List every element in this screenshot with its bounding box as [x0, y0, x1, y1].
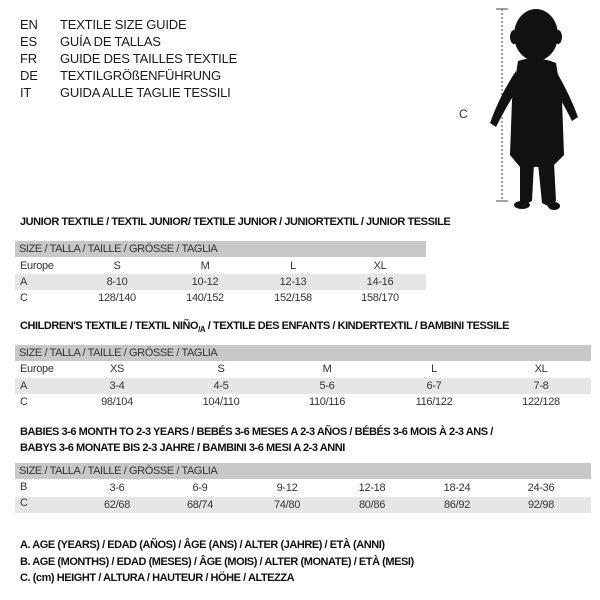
size-header: SIZE / TALLA / TAILLE / GRÖSSE / TAGLIA [15, 241, 426, 257]
cell: XL [373, 260, 387, 272]
row-label: C [20, 292, 28, 304]
cell: 6-9 [192, 482, 208, 494]
cell: 14-16 [366, 276, 394, 288]
row-label: A [20, 276, 28, 288]
cell: 74/80 [273, 499, 301, 511]
cell: L [290, 260, 296, 272]
cell: 3-4 [109, 380, 125, 392]
legend-c: C. (cm) HEIGHT / ALTURA / HAUTEUR / HÖHE… [20, 572, 295, 584]
cell: XL [534, 363, 548, 375]
legend-b: B. AGE (MONTHS) / EDAD (MESES) / ÂGE (MO… [20, 556, 414, 568]
cell: 8-10 [106, 276, 128, 288]
cell: 12-18 [358, 482, 386, 494]
row-label: B [20, 481, 28, 493]
cell: 18-24 [443, 482, 471, 494]
lang-code: ES [20, 34, 37, 49]
cell: 24-36 [527, 482, 555, 494]
title-part: CHILDREN'S TEXTILE / TEXTIL NIÑO [20, 320, 199, 332]
children-size-table: SIZE / TALLA / TAILLE / GRÖSSE / TAGLIA … [15, 345, 591, 408]
cell: 3-6 [109, 482, 125, 494]
cell: 122/128 [522, 396, 560, 408]
lang-code: IT [20, 85, 32, 100]
cell: 110/116 [308, 396, 346, 408]
height-label: C [459, 107, 468, 121]
row-label: A [20, 380, 28, 392]
cell: S [113, 260, 121, 272]
cell: L [431, 363, 437, 375]
lang-title: GUÍA DE TALLAS [60, 34, 161, 49]
cell: 62/68 [103, 499, 131, 511]
row-label: Europe [20, 260, 54, 272]
cell: 80/86 [358, 499, 386, 511]
cell: 4-5 [213, 380, 229, 392]
child-silhouette-icon [490, 8, 578, 210]
row-label: C [20, 497, 28, 509]
cell: XS [109, 363, 125, 375]
cell: 12-13 [279, 276, 307, 288]
cell: M [200, 260, 210, 272]
cell: 5-6 [319, 380, 335, 392]
cell: 128/140 [98, 292, 136, 304]
babies-size-table: SIZE / TALLA / TAILLE / GRÖSSE / TAGLIA … [15, 463, 591, 515]
lang-code: FR [20, 51, 37, 66]
lang-title: GUIDE DES TAILLES TEXTILE [60, 51, 238, 66]
lang-code: DE [20, 68, 38, 83]
cell: 68/74 [186, 499, 214, 511]
babies-section-title: BABIES 3-6 MONTH TO 2-3 YEARS / BEBÉS 3-… [20, 426, 493, 438]
row-label: C [20, 396, 28, 408]
junior-size-table: SIZE / TALLA / TAILLE / GRÖSSE / TAGLIA … [15, 241, 426, 304]
cell: M [322, 363, 332, 375]
lang-title: TEXTILE SIZE GUIDE [60, 17, 187, 32]
cell: 98/104 [101, 396, 133, 408]
size-header: SIZE / TALLA / TAILLE / GRÖSSE / TAGLIA [15, 463, 591, 479]
children-section-title: CHILDREN'S TEXTILE / TEXTIL NIÑO/A / TEX… [20, 320, 510, 335]
row-band [15, 378, 591, 394]
row-label: Europe [20, 363, 54, 375]
size-header: SIZE / TALLA / TAILLE / GRÖSSE / TAGLIA [15, 345, 591, 361]
cell: 9-12 [276, 482, 298, 494]
cell: 7-8 [533, 380, 549, 392]
junior-section-title: JUNIOR TEXTILE / TEXTIL JUNIOR/ TEXTILE … [20, 216, 451, 228]
cell: 86/92 [443, 499, 471, 511]
lang-title: TEXTILGRÖßENFÜHRUNG [60, 68, 221, 83]
lang-code: EN [20, 17, 38, 32]
cell: 116/122 [415, 396, 453, 408]
title-subscript: /A [198, 325, 206, 335]
lang-title: GUIDA ALLE TAGLIE TESSILI [60, 85, 231, 100]
row-band [15, 497, 591, 513]
cell: 6-7 [426, 380, 442, 392]
cell: 152/158 [274, 292, 312, 304]
title-part: / TEXTILE DES ENFANTS / KINDERTEXTIL / B… [205, 320, 510, 332]
babies-section-title-line2: BABYS 3-6 MONATE BIS 2-3 JAHRE / BAMBINI… [20, 442, 345, 454]
cell: 92/98 [527, 499, 555, 511]
cell: S [217, 363, 225, 375]
cell: 158/170 [361, 292, 399, 304]
legend-a: A. AGE (YEARS) / EDAD (AÑOS) / ÂGE (ANS)… [20, 539, 385, 551]
cell: 140/152 [186, 292, 224, 304]
cell: 104/110 [202, 396, 240, 408]
cell: 10-12 [191, 276, 219, 288]
row-band [15, 274, 426, 290]
